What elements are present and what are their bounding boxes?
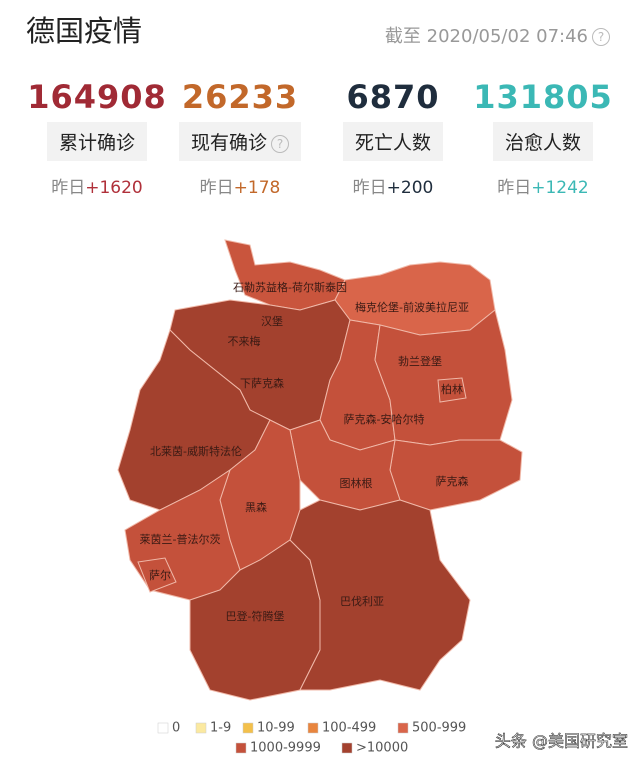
watermark: 头条 @美国研究室	[495, 732, 628, 751]
region-label: 黑森	[245, 500, 267, 514]
stat-card: 131805 治愈人数昨日+1242	[468, 78, 618, 198]
yesterday-label: 昨日	[352, 178, 387, 198]
region	[437, 377, 467, 403]
region-label: 下萨克森	[240, 376, 284, 390]
stat-value: 164908	[27, 78, 167, 116]
region-label: 勃兰登堡	[398, 354, 442, 368]
region-label: 北莱茵-威斯特法伦	[150, 444, 242, 458]
region-label: 萨克森	[436, 474, 469, 488]
stat-value: 6870	[346, 78, 440, 116]
legend-label: >10000	[356, 741, 408, 756]
stat-label: 死亡人数	[342, 122, 443, 161]
title: 德国疫情	[26, 14, 143, 48]
stat-label: 累计确诊	[46, 122, 147, 161]
region-label: 莱茵兰-普法尔茨	[140, 532, 221, 546]
stat-card: 164908 累计确诊昨日+1620	[22, 78, 172, 198]
yesterday-label: 昨日	[199, 178, 234, 198]
region-label: 不来梅	[228, 334, 261, 348]
region	[224, 239, 346, 311]
stat-card: 6870 死亡人数昨日+200	[318, 78, 468, 198]
region-label: 柏林	[441, 382, 463, 396]
region-label: 萨尔	[149, 569, 171, 582]
legend-label: 10-99	[257, 721, 295, 736]
legend-swatch	[242, 722, 254, 734]
region-label: 巴伐利亚	[340, 595, 384, 608]
legend-swatch	[157, 722, 169, 734]
legend-label: 1000-9999	[250, 741, 321, 756]
stat-label-text: 死亡人数	[354, 132, 431, 154]
region-label: 巴登-符腾堡	[226, 609, 285, 623]
region-label: 萨克森-安哈尔特	[344, 412, 425, 426]
yesterday-label: 昨日	[497, 178, 532, 198]
stat-label: 现有确诊?	[178, 122, 301, 161]
yesterday-delta: +1620	[85, 178, 143, 198]
stat-yesterday: 昨日+200	[318, 173, 468, 198]
region	[137, 557, 177, 593]
stat-yesterday: 昨日+178	[165, 173, 315, 198]
stat-label: 治愈人数	[492, 122, 593, 161]
region	[289, 419, 401, 511]
help-icon[interactable]: ?	[271, 134, 289, 153]
region-label: 汉堡	[261, 314, 283, 328]
yesterday-delta: +200	[386, 178, 434, 198]
legend-label: 500-999	[412, 721, 466, 736]
stat-yesterday: 昨日+1242	[468, 173, 618, 198]
legend-label: 100-499	[322, 721, 376, 736]
stat-label-text: 现有确诊	[190, 132, 267, 154]
stat-value: 131805	[473, 78, 613, 116]
stat-value: 26233	[181, 78, 299, 116]
timestamp-label: 截至	[384, 26, 421, 47]
yesterday-delta: +178	[233, 178, 281, 198]
region-label: 石勒苏益格-荷尔斯泰因	[233, 280, 347, 294]
legend-swatch	[307, 722, 319, 734]
legend-label: 0	[172, 721, 180, 736]
region-label: 图林根	[340, 476, 373, 490]
region-label: 梅克伦堡-前波美拉尼亚	[355, 300, 469, 314]
legend-label: 1-9	[210, 721, 231, 736]
yesterday-delta: +1242	[531, 178, 589, 198]
stat-yesterday: 昨日+1620	[22, 173, 172, 198]
legend-swatch	[235, 742, 247, 754]
legend-swatch	[397, 722, 409, 734]
stat-label-text: 治愈人数	[504, 132, 581, 154]
yesterday-label: 昨日	[51, 178, 86, 198]
timestamp: 截至 2020/05/02 07:46?	[385, 22, 610, 48]
legend-swatch	[195, 722, 207, 734]
legend-swatch	[341, 742, 353, 754]
help-icon[interactable]: ?	[592, 28, 610, 46]
stat-label-text: 累计确诊	[58, 132, 135, 154]
region	[289, 499, 471, 691]
stat-card: 26233 现有确诊? 昨日+178	[165, 78, 315, 198]
timestamp-value: 2020/05/02 07:46	[426, 26, 588, 47]
